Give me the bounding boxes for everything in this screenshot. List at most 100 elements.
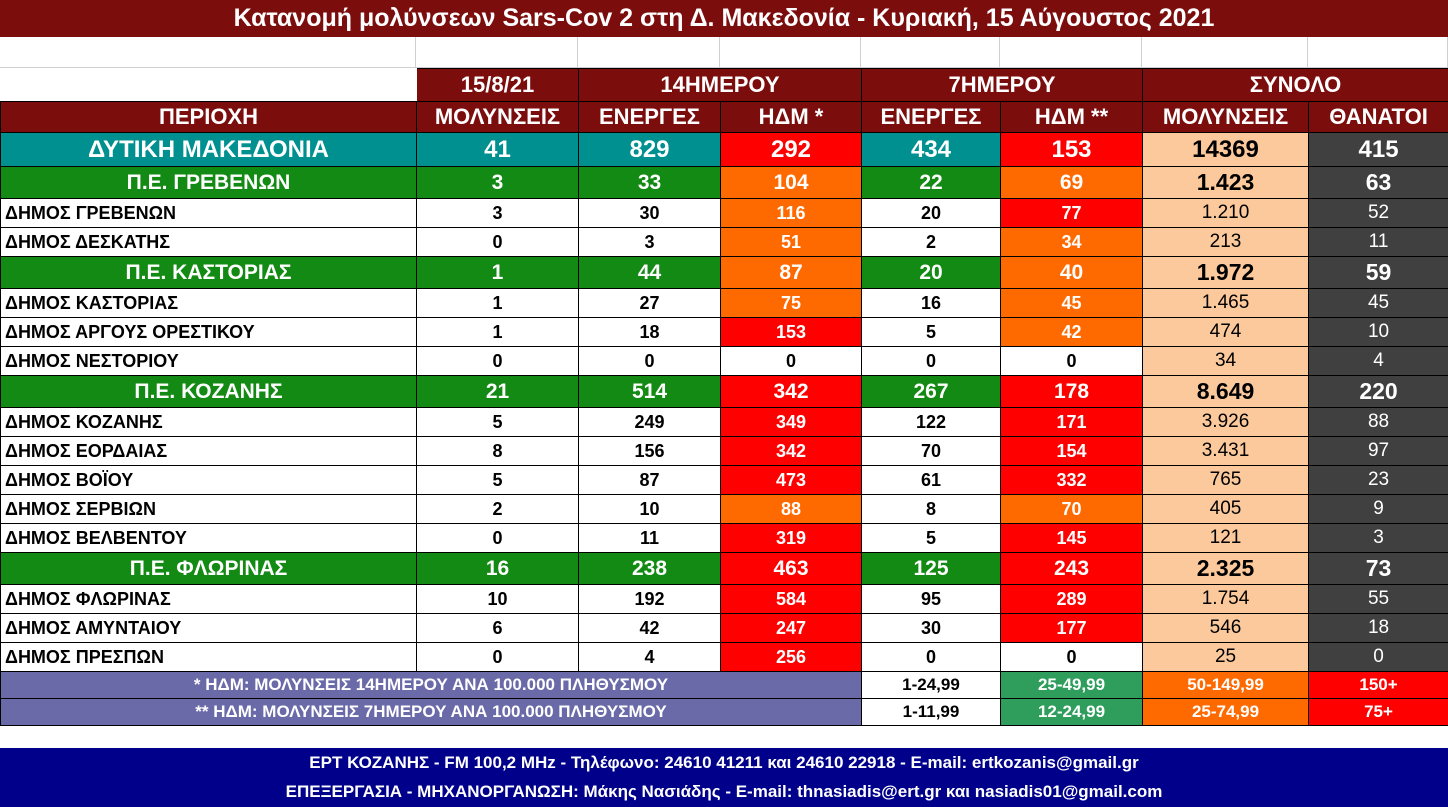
footer-contact-line: ΕΡΤ ΚΟΖΑΝΗΣ - FM 100,2 MHz - Τηλέφωνο: 2… — [309, 753, 1139, 772]
deaths-value: 23 — [1308, 465, 1448, 495]
municipality-row: ΔΗΜΟΣ ΚΟΖΑΝΗΣ 5 249 349 122 171 3.926 88 — [0, 407, 1448, 437]
active7-value: 8 — [861, 494, 1001, 524]
active7-value: 20 — [861, 256, 1001, 289]
infections-value: 1 — [416, 256, 579, 289]
hdm7-value: 69 — [999, 166, 1144, 199]
report-title: Κατανομή μολύνσεων Sars-Cov 2 στη Δ. Μακ… — [0, 0, 1448, 37]
active14-value: 18 — [578, 317, 721, 347]
hdm14-value: 104 — [720, 166, 862, 199]
active7-value: 267 — [861, 375, 1001, 408]
spacer-cell — [578, 37, 720, 68]
hdm14-value: 319 — [720, 523, 862, 553]
infections-value: 1 — [416, 317, 579, 347]
deaths-value: 18 — [1308, 613, 1448, 643]
deaths-value: 9 — [1308, 494, 1448, 524]
active14-value: 514 — [578, 375, 721, 408]
active14-value: 44 — [578, 256, 721, 289]
hdm14-value: 463 — [720, 552, 862, 585]
footer-credits-line: ΕΠΕΞΕΡΓΑΣΙΑ - ΜΗΧΑΝΟΡΓΑΝΩΣΗ: Μάκης Νασιά… — [285, 782, 1163, 801]
active7-value: 20 — [861, 198, 1001, 228]
active7-value: 434 — [861, 132, 1001, 167]
header-date: 15/8/21 — [416, 68, 579, 102]
hdm14-value: 75 — [720, 288, 862, 318]
area-name: Π.Ε. ΚΑΣΤΟΡΙΑΣ — [0, 256, 417, 289]
area-name: ΔΗΜΟΣ ΓΡΕΒΕΝΩΝ — [0, 198, 417, 228]
active7-value: 125 — [861, 552, 1001, 585]
legend-row: * ΗΔΜ: ΜΟΛΥΝΣΕΙΣ 14ΗΜΕΡΟΥ ΑΝΑ 100.000 ΠΛ… — [0, 671, 1448, 699]
municipality-row: ΔΗΜΟΣ ΑΡΓΟΥΣ ΟΡΕΣΤΙΚΟΥ 1 18 153 5 42 474 10 — [0, 317, 1448, 347]
hdm14-value: 87 — [720, 256, 862, 289]
infections-value: 1 — [416, 288, 579, 318]
area-name: ΔΥΤΙΚΗ ΜΑΚΕΔΟΝΙΑ — [0, 132, 417, 167]
legend-range-very-high: 150+ — [1308, 671, 1448, 699]
hdm14-value: 0 — [720, 346, 862, 376]
area-name: Π.Ε. ΓΡΕΒΕΝΩΝ — [0, 166, 417, 199]
hdm14-value: 584 — [720, 584, 862, 614]
infections-table: 15/8/21 14ΗΜΕΡΟΥ 7ΗΜΕΡΟΥ ΣΥΝΟΛΟ ΠΕΡΙΟΧΗ … — [0, 68, 1448, 726]
hdm14-value: 292 — [720, 132, 862, 167]
legend-range-moderate: 12-24,99 — [999, 698, 1144, 726]
hdm14-value: 473 — [720, 465, 862, 495]
hdm14-value: 153 — [720, 317, 862, 347]
municipality-row: ΔΗΜΟΣ ΑΜΥΝΤΑΙΟΥ 6 42 247 30 177 546 18 — [0, 613, 1448, 643]
total-infections-value: 474 — [1142, 317, 1310, 347]
active7-value: 5 — [861, 523, 1001, 553]
area-name: ΔΗΜΟΣ ΚΟΖΑΝΗΣ — [0, 407, 417, 437]
total-infections-value: 121 — [1142, 523, 1310, 553]
hdm14-value: 349 — [720, 407, 862, 437]
hdm7-value: 243 — [999, 552, 1144, 585]
total-infections-value: 3.431 — [1142, 436, 1310, 466]
infections-value: 16 — [416, 552, 579, 585]
infections-value: 3 — [416, 198, 579, 228]
area-name: ΔΗΜΟΣ ΕΟΡΔΑΙΑΣ — [0, 436, 417, 466]
legend-range-high: 50-149,99 — [1142, 671, 1310, 699]
area-name: ΔΗΜΟΣ ΔΕΣΚΑΤΗΣ — [0, 227, 417, 257]
hdm7-value: 45 — [999, 288, 1144, 318]
legend-range-moderate: 25-49,99 — [999, 671, 1144, 699]
area-name: ΔΗΜΟΣ ΒΕΛΒΕΝΤΟΥ — [0, 523, 417, 553]
spacer-cell — [1142, 37, 1308, 68]
header-14days: 14ΗΜΕΡΟΥ — [578, 68, 862, 102]
area-name: ΔΗΜΟΣ ΒΟΪΟΥ — [0, 465, 417, 495]
infections-value: 41 — [416, 132, 579, 167]
infections-value: 0 — [416, 642, 579, 672]
municipality-row: ΔΗΜΟΣ ΝΕΣΤΟΡΙΟΥ 0 0 0 0 0 34 4 — [0, 346, 1448, 376]
total-infections-value: 1.423 — [1142, 166, 1310, 199]
spacer-cell — [1000, 37, 1142, 68]
total-infections-value: 213 — [1142, 227, 1310, 257]
area-name: ΔΗΜΟΣ ΣΕΡΒΙΩΝ — [0, 494, 417, 524]
deaths-value: 4 — [1308, 346, 1448, 376]
col-header-hdm7: ΗΔΜ ** — [999, 101, 1144, 133]
spacer-row — [0, 37, 1448, 68]
infections-value: 2 — [416, 494, 579, 524]
header-total: ΣΥΝΟΛΟ — [1142, 68, 1448, 102]
spacer-cell — [861, 37, 1000, 68]
area-name: Π.Ε. ΚΟΖΑΝΗΣ — [0, 375, 417, 408]
infections-value: 0 — [416, 523, 579, 553]
active14-value: 238 — [578, 552, 721, 585]
infections-value: 6 — [416, 613, 579, 643]
active7-value: 2 — [861, 227, 1001, 257]
municipality-row: ΔΗΜΟΣ ΠΡΕΣΠΩΝ 0 4 256 0 0 25 0 — [0, 642, 1448, 672]
municipality-row: ΔΗΜΟΣ ΒΕΛΒΕΝΤΟΥ 0 11 319 5 145 121 3 — [0, 523, 1448, 553]
hdm7-value: 77 — [999, 198, 1144, 228]
active14-value: 11 — [578, 523, 721, 553]
header-group-row: 15/8/21 14ΗΜΕΡΟΥ 7ΗΜΕΡΟΥ ΣΥΝΟΛΟ — [0, 68, 1448, 102]
active14-value: 27 — [578, 288, 721, 318]
active7-value: 0 — [861, 642, 1001, 672]
prefecture-row: Π.Ε. ΦΛΩΡΙΝΑΣ 16 238 463 125 243 2.325 73 — [0, 552, 1448, 585]
hdm14-value: 342 — [720, 375, 862, 408]
header-7days: 7ΗΜΕΡΟΥ — [860, 68, 1144, 102]
area-name: ΔΗΜΟΣ ΚΑΣΤΟΡΙΑΣ — [0, 288, 417, 318]
col-header-active7: ΕΝΕΡΓΕΣ — [861, 101, 1001, 133]
active14-value: 87 — [578, 465, 721, 495]
spacer-cell — [416, 37, 578, 68]
legend-row: ** ΗΔΜ: ΜΟΛΥΝΣΕΙΣ 7ΗΜΕΡΟΥ ΑΝΑ 100.000 ΠΛ… — [0, 698, 1448, 726]
infections-value: 3 — [416, 166, 579, 199]
active14-value: 42 — [578, 613, 721, 643]
hdm14-value: 342 — [720, 436, 862, 466]
hdm7-value: 153 — [999, 132, 1144, 167]
spacer-cell — [720, 37, 861, 68]
total-infections-value: 1.972 — [1142, 256, 1310, 289]
active7-value: 5 — [861, 317, 1001, 347]
